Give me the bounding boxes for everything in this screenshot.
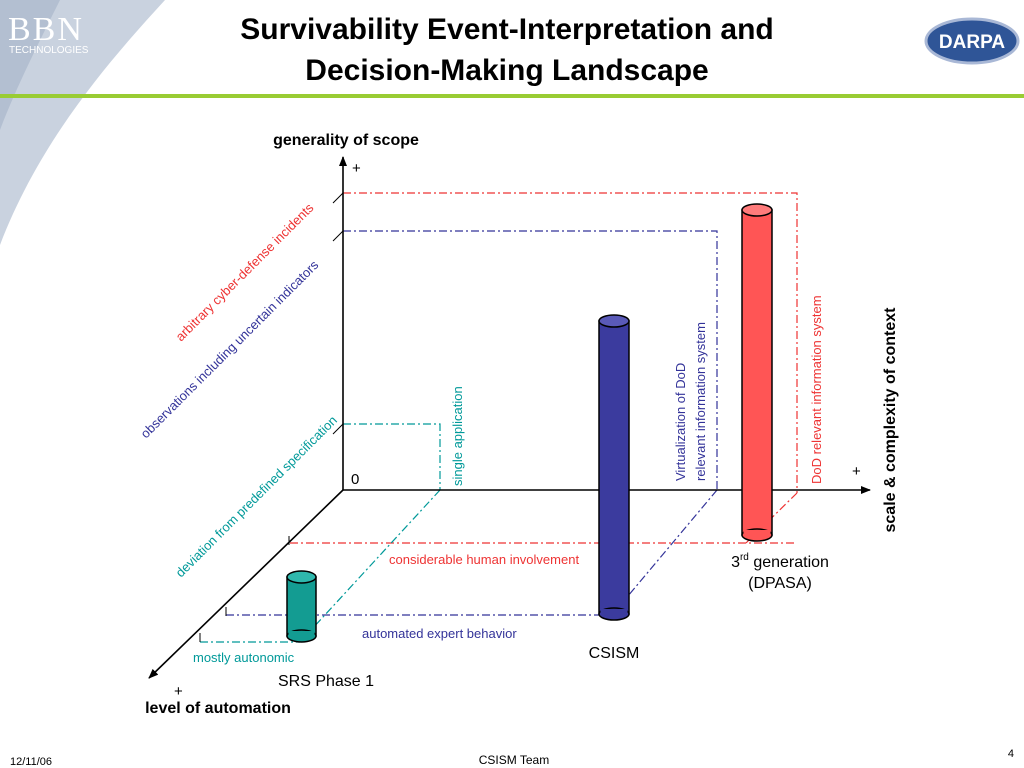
guide-teal-top [343,423,441,490]
axis-plus-horizontal: + [852,463,861,480]
footer-date: 12/11/06 [10,756,52,768]
axis-depth [148,489,344,679]
automation-labels: considerable human involvement automated… [193,552,579,665]
bbn-logo-text: BBN [8,11,84,48]
axis-label-horizontal: scale & complexity of context [882,307,899,533]
third-gen-word: generation [749,554,829,571]
tick-vertical-teal [332,423,344,435]
automation-label-human: considerable human involvement [389,552,579,567]
darpa-logo: DARPA [924,17,1020,65]
axis-label-depth: level of automation [145,700,291,717]
guide-navy-diag [611,489,718,616]
cylinder-srs-phase-1 [286,570,317,643]
axis-label-vertical: generality of scope [273,132,419,149]
footer: 12/11/06 CSISM Team 4 [10,748,1014,768]
automation-label-expert: automated expert behavior [362,626,517,641]
axis-labels: generality of scope + scale & complexity… [145,132,899,717]
guide-red-top [343,192,798,493]
footer-team: CSISM Team [479,753,549,767]
context-label-single: single application [450,386,465,486]
guide-lines [200,192,798,643]
logo-swoosh [0,0,165,245]
page-title-line1: Survivability Event-Interpretation and [240,13,773,46]
tick-vertical-navy [332,230,344,242]
context-label-dod: DoD relevant information system [809,295,824,484]
third-gen-number: 3 [731,554,740,571]
context-labels: single application Virtualization of DoD… [450,295,824,486]
axis-plus-vertical: + [352,160,361,177]
page-title-line2: Decision-Making Landscape [305,54,708,87]
system-label-srs: SRS Phase 1 [278,673,374,690]
system-labels: 3rd generation (DPASA) CSISM SRS Phase 1 [278,552,829,690]
bbn-logo-subtext: TECHNOLOGIES [9,45,89,56]
system-label-dpasa: (DPASA) [748,575,812,592]
system-label-3rd-generation: 3rd generation [731,552,829,571]
axis-plus-depth: + [174,683,183,700]
cylinder-3rd-generation [741,203,773,542]
guide-navy-top [343,230,718,490]
header: BBN TECHNOLOGIES Survivability Event-Int… [0,0,1024,245]
system-label-csism: CSISM [589,645,640,662]
header-rule [0,94,1024,98]
axis-origin: 0 [351,471,359,488]
darpa-logo-text: DARPA [939,32,1005,53]
footer-page-number: 4 [1008,748,1014,760]
cylinder-csism [598,314,630,621]
context-label-virtualization-1: Virtualization of DoD [673,363,688,481]
tick-vertical-red [332,192,344,204]
context-label-virtualization-2: relevant information system [693,322,708,481]
automation-label-autonomic: mostly autonomic [193,650,295,665]
scope-label-deviation: deviation from predefined specification [173,413,340,580]
guide-teal-diag [299,489,441,643]
third-gen-superscript: rd [740,552,749,563]
logo-swoosh-shade [0,0,60,130]
